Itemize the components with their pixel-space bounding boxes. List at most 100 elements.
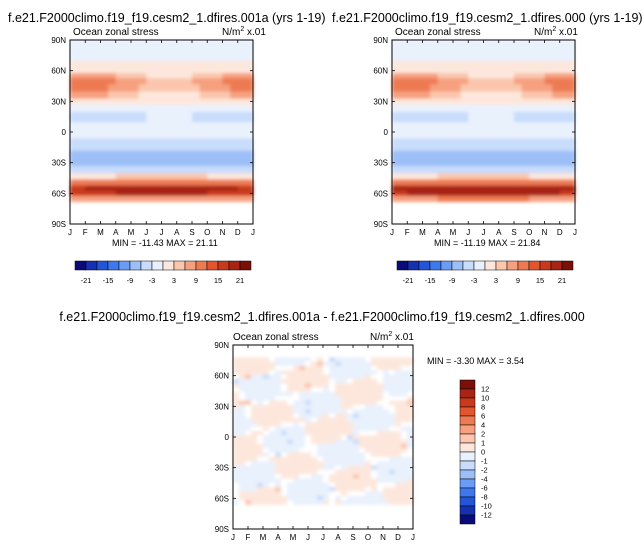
field-cell <box>460 111 469 119</box>
field-cell <box>214 121 223 128</box>
field-cell <box>92 72 101 79</box>
field-cell <box>392 138 401 145</box>
field-cell <box>92 179 101 186</box>
field-cell <box>92 77 101 85</box>
colorbar-label: -15 <box>103 276 114 285</box>
field-cell <box>293 417 300 423</box>
field-cell <box>323 391 330 397</box>
field-cell <box>353 357 360 362</box>
field-cell <box>108 150 117 158</box>
field-cell <box>491 150 500 158</box>
colorbar-label: 3 <box>172 276 176 285</box>
field-cell <box>131 172 140 180</box>
field-cell <box>383 370 390 375</box>
colorbar-label: -9 <box>449 276 456 285</box>
field-cell <box>207 150 216 158</box>
field-cell <box>359 500 366 505</box>
field-cell <box>359 409 366 414</box>
field-cell <box>287 400 294 406</box>
field-cell <box>401 469 408 475</box>
field-cell <box>544 104 553 112</box>
panel-dfires-001a: f.e21.F2000climo.f19_f19.cesm2_1.dfires.… <box>8 11 326 285</box>
field-cell <box>483 165 492 174</box>
field-cell <box>239 461 246 466</box>
field-cell <box>287 357 294 362</box>
colorbar: -21 -15 -9 -3 3 9 15 21 <box>396 260 574 285</box>
field-cell <box>407 357 414 362</box>
field-cell <box>176 72 185 79</box>
field-cell <box>245 132 254 139</box>
field-cell <box>347 370 354 375</box>
field-cell <box>169 132 178 139</box>
field-cell <box>287 361 294 367</box>
field-cell <box>263 365 270 371</box>
field-cell <box>377 413 384 419</box>
field-cell <box>233 443 240 449</box>
field-cell <box>92 126 101 133</box>
field-cell <box>453 144 462 151</box>
field-cell <box>353 430 360 436</box>
field-cell <box>399 72 408 79</box>
field-cell <box>176 111 185 119</box>
field-cell <box>257 430 264 436</box>
field-cell <box>430 91 439 99</box>
field-cell <box>85 185 94 191</box>
field-cell <box>100 40 109 53</box>
field-cell <box>453 40 462 53</box>
field-cell <box>536 190 545 196</box>
field-cell <box>237 150 246 158</box>
field-cell <box>199 126 208 133</box>
field-cell <box>414 195 423 202</box>
field-cell <box>192 83 201 92</box>
field-cell <box>251 370 258 375</box>
field-cell <box>199 138 208 145</box>
field-cell <box>359 474 366 479</box>
field-cell <box>275 404 282 410</box>
field-cell <box>371 487 378 492</box>
field-cell <box>153 185 162 191</box>
field-cell <box>184 172 193 180</box>
field-cell <box>521 150 530 158</box>
month-tick-label: A <box>174 228 180 237</box>
field-cell <box>430 190 439 196</box>
field-cell <box>392 52 401 61</box>
field-cell <box>567 150 576 158</box>
field-cell <box>85 91 94 99</box>
field-cell <box>214 165 223 174</box>
field-cell <box>245 491 252 497</box>
field-cell <box>100 179 109 186</box>
field-cell <box>239 500 246 505</box>
field-cell <box>395 465 402 471</box>
field-cell <box>138 83 147 92</box>
field-cell <box>131 72 140 79</box>
field-cell <box>401 383 408 388</box>
colorbar-label: -8 <box>481 493 488 502</box>
field-cell <box>305 361 312 367</box>
field-cell <box>70 132 79 139</box>
field-cell <box>108 104 117 112</box>
month-tick-label: A <box>335 533 341 542</box>
field-cell <box>146 83 155 92</box>
field-cell <box>207 104 216 112</box>
field-cell <box>329 430 336 436</box>
field-cell <box>146 157 155 167</box>
field-cell <box>207 157 216 167</box>
field-cell <box>437 98 446 105</box>
field-cell <box>552 117 561 123</box>
field-cell <box>85 72 94 79</box>
field-cell <box>353 404 360 410</box>
field-cell <box>131 185 140 191</box>
field-cell <box>536 111 545 119</box>
field-cell <box>392 144 401 151</box>
field-cell <box>100 77 109 85</box>
field-cell <box>305 396 312 401</box>
field-cell <box>275 396 282 401</box>
field-cell <box>169 117 178 123</box>
field-cell <box>323 443 330 449</box>
field-cell <box>445 132 454 139</box>
field-cell <box>70 52 79 61</box>
field-cell <box>552 111 561 119</box>
field-cell <box>207 52 216 61</box>
field-cell <box>199 91 208 99</box>
field-cell <box>544 138 553 145</box>
